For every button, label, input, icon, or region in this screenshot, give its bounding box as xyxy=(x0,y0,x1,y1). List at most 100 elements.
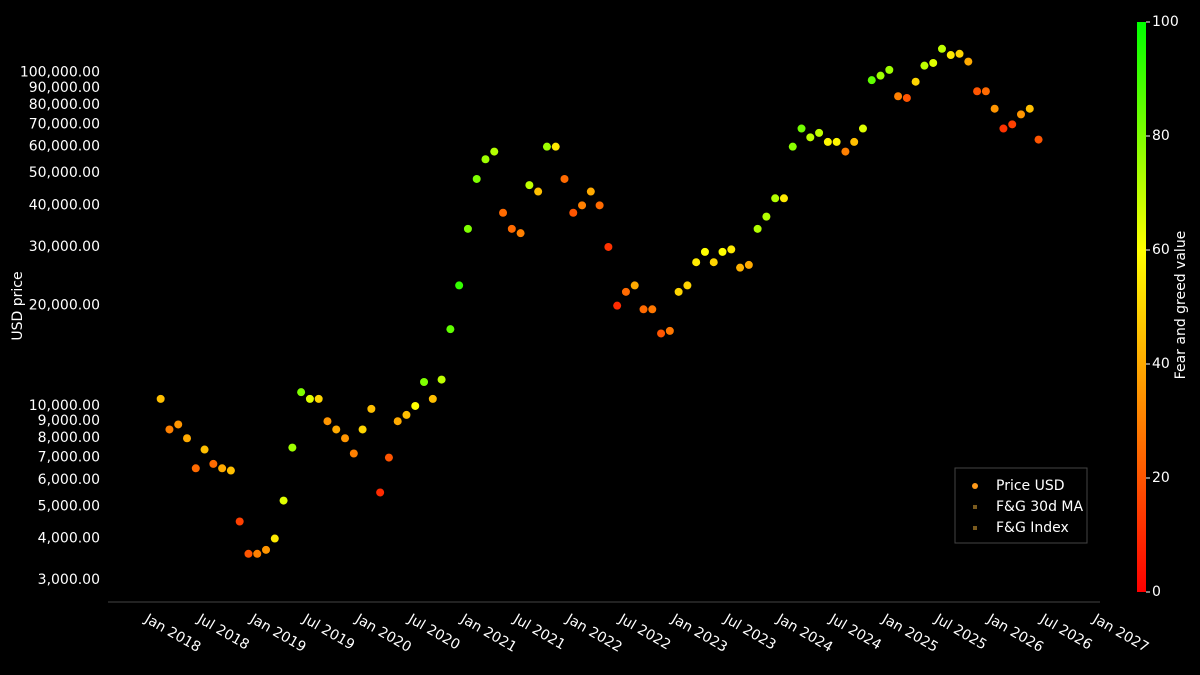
point xyxy=(490,147,499,156)
point xyxy=(384,453,393,462)
colorbar-tick-label: 20 xyxy=(1152,470,1170,486)
point xyxy=(815,128,824,137)
y-tick-label: 30,000.00 xyxy=(29,239,100,255)
point xyxy=(902,93,911,102)
y-tick-label: 70,000.00 xyxy=(29,116,100,132)
legend-label: F&G 30d MA xyxy=(996,499,1083,515)
point xyxy=(630,281,639,290)
y-tick-label: 7,000.00 xyxy=(38,450,100,466)
point xyxy=(709,258,718,267)
point xyxy=(806,133,815,142)
point xyxy=(920,61,929,70)
point xyxy=(929,58,938,67)
point xyxy=(841,147,850,156)
point xyxy=(297,388,306,397)
point xyxy=(788,142,797,151)
point xyxy=(200,445,209,454)
y-tick-label: 100,000.00 xyxy=(20,65,100,81)
point xyxy=(797,124,806,133)
point xyxy=(446,325,455,334)
point xyxy=(885,65,894,74)
point xyxy=(595,201,604,210)
point xyxy=(165,425,174,434)
point xyxy=(771,194,780,203)
point xyxy=(736,263,745,272)
point xyxy=(762,212,771,221)
point xyxy=(323,417,332,426)
point xyxy=(911,77,920,86)
point xyxy=(604,242,613,251)
colorbar-title: Fear and greed value xyxy=(1173,231,1189,380)
y-tick-label: 8,000.00 xyxy=(38,430,100,446)
point xyxy=(1025,104,1034,113)
point xyxy=(288,443,297,452)
point xyxy=(1008,120,1017,129)
legend-label: F&G Index xyxy=(996,520,1069,536)
point xyxy=(560,174,569,183)
point xyxy=(832,137,841,146)
y-axis-title: USD price xyxy=(10,271,26,340)
point xyxy=(226,466,235,475)
point xyxy=(455,281,464,290)
point xyxy=(551,142,560,151)
point xyxy=(209,459,218,468)
point xyxy=(981,87,990,96)
point xyxy=(648,305,657,314)
point xyxy=(183,434,192,443)
colorbar-tick-label: 0 xyxy=(1152,584,1161,600)
point xyxy=(367,404,376,413)
point xyxy=(973,87,982,96)
point xyxy=(270,534,279,543)
point xyxy=(411,401,420,410)
point xyxy=(964,57,973,66)
point xyxy=(507,224,516,233)
legend-marker xyxy=(973,526,977,530)
point xyxy=(428,394,437,403)
point xyxy=(332,425,341,434)
y-tick-label: 6,000.00 xyxy=(38,472,100,488)
y-tick-label: 5,000.00 xyxy=(38,498,100,514)
point xyxy=(700,247,709,256)
colorbar-tick-label: 40 xyxy=(1152,356,1170,372)
y-tick-label: 90,000.00 xyxy=(29,80,100,96)
point xyxy=(218,464,227,473)
colorbar-tick-label: 80 xyxy=(1152,128,1170,144)
point xyxy=(990,104,999,113)
point xyxy=(569,208,578,217)
point xyxy=(621,287,630,296)
y-tick-label: 80,000.00 xyxy=(29,97,100,113)
point xyxy=(727,245,736,254)
point xyxy=(349,449,358,458)
point xyxy=(341,434,350,443)
point xyxy=(894,92,903,101)
y-tick-label: 40,000.00 xyxy=(29,197,100,213)
colorbar-tick-label: 60 xyxy=(1152,242,1170,258)
point xyxy=(1034,135,1043,144)
point xyxy=(314,394,323,403)
point xyxy=(692,258,701,267)
legend-marker xyxy=(972,483,978,489)
point xyxy=(683,281,692,290)
point xyxy=(191,464,200,473)
point xyxy=(358,425,367,434)
y-tick-label: 3,000.00 xyxy=(38,572,100,588)
point xyxy=(534,187,543,196)
point xyxy=(779,194,788,203)
point xyxy=(174,420,183,429)
point xyxy=(639,305,648,314)
legend-marker xyxy=(973,505,977,509)
y-tick-label: 4,000.00 xyxy=(38,531,100,547)
point xyxy=(156,394,165,403)
point xyxy=(402,410,411,419)
point xyxy=(613,301,622,310)
colorbar-tick-label: 100 xyxy=(1152,14,1179,30)
point xyxy=(376,488,385,497)
point xyxy=(279,496,288,505)
point xyxy=(657,329,666,338)
point xyxy=(946,51,955,60)
point xyxy=(823,137,832,146)
y-tick-label: 20,000.00 xyxy=(29,298,100,314)
legend-label: Price USD xyxy=(996,478,1065,494)
